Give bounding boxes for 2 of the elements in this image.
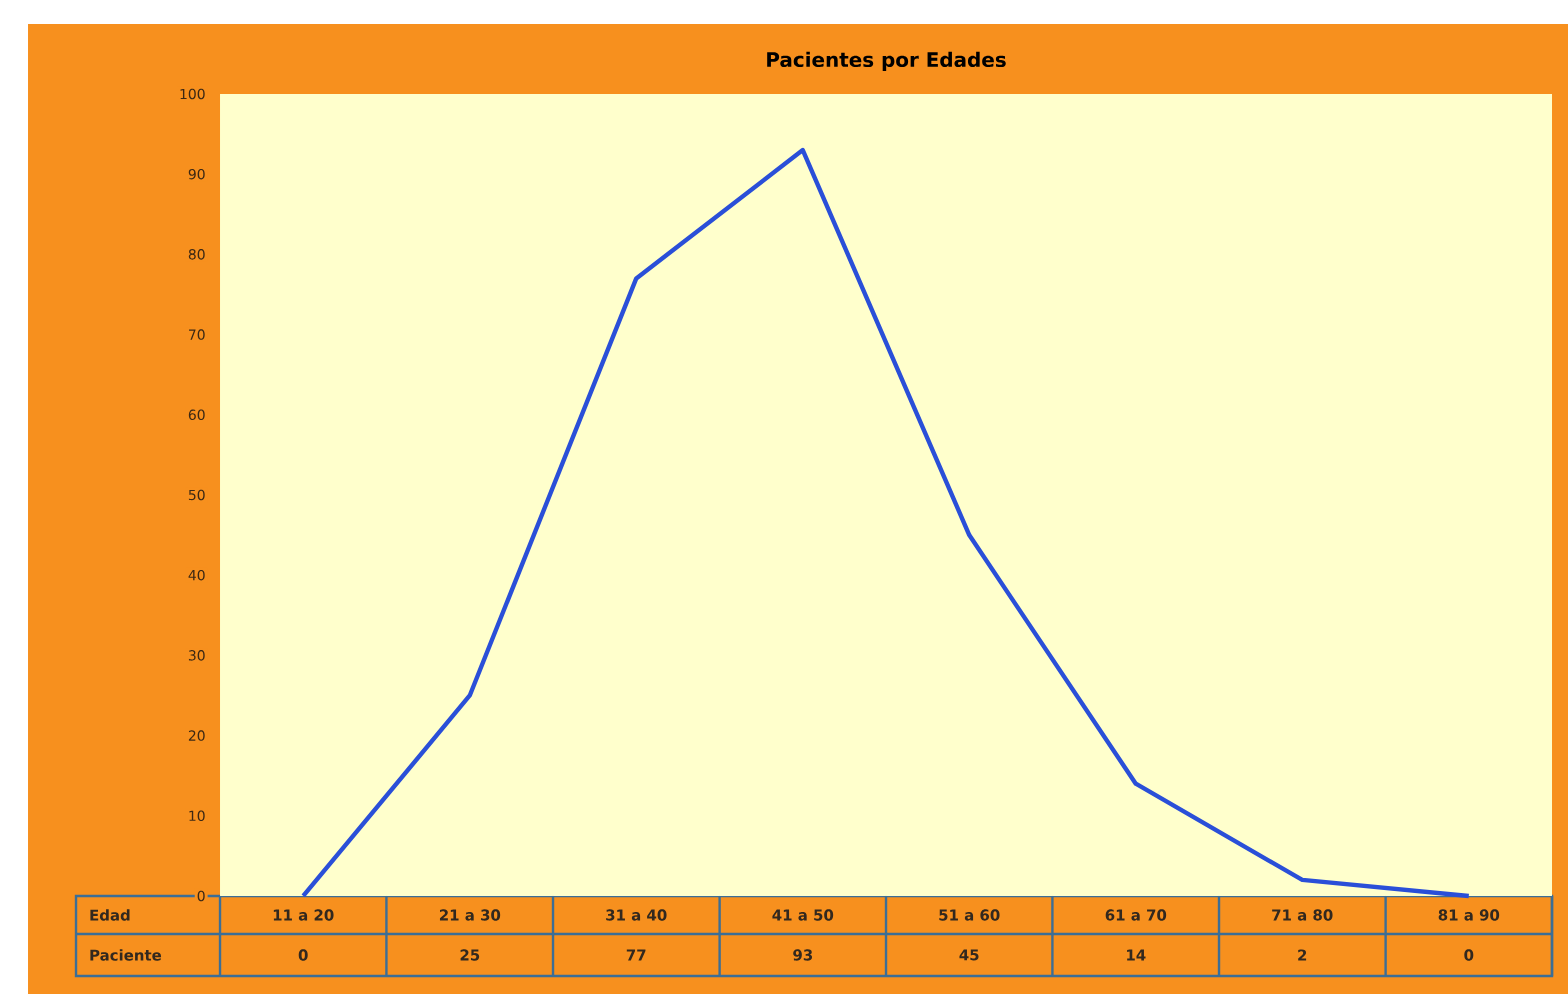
line-series: [301, 147, 1471, 899]
chart-title: Pacientes por Edades: [767, 51, 1006, 71]
